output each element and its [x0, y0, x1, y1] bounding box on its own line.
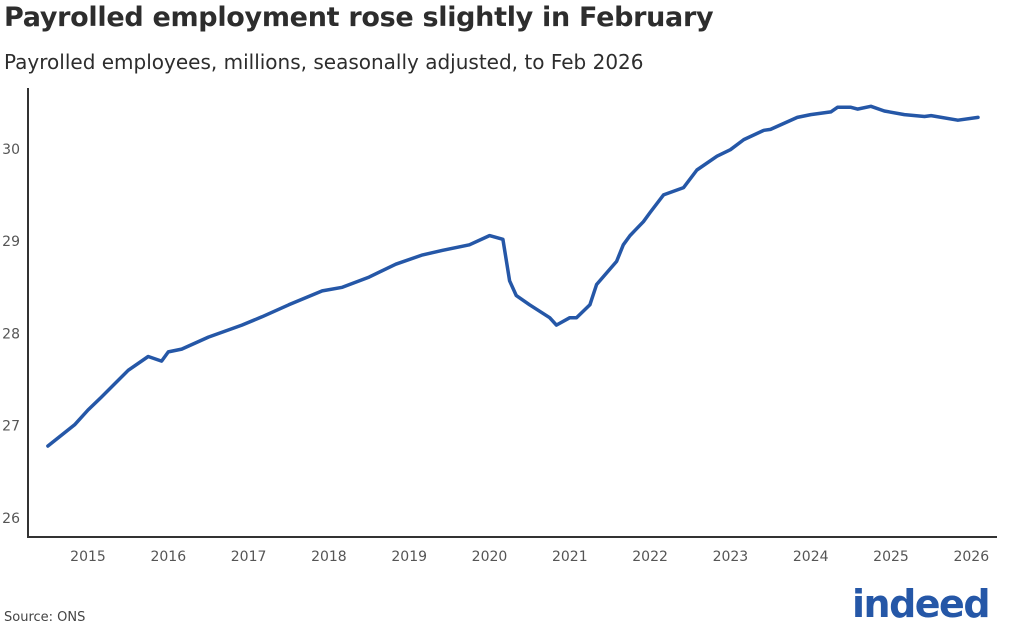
x-tick-label: 2019	[391, 549, 427, 565]
x-tick-label: 2017	[231, 549, 267, 565]
chart-subtitle: Payrolled employees, millions, seasonall…	[4, 50, 644, 74]
chart-title: Payrolled employment rose slightly in Fe…	[4, 2, 714, 33]
x-tick-label: 2021	[552, 549, 588, 565]
x-tick-label: 2016	[150, 549, 186, 565]
series-line	[46, 104, 980, 448]
y-tick-label: 27	[2, 419, 20, 435]
y-axis-ticks: 26 27 28 29 30	[2, 142, 20, 527]
series-group	[46, 104, 980, 448]
source-note: Source: ONS	[4, 610, 86, 625]
x-tick-label: 2020	[472, 549, 508, 565]
x-tick-label: 2026	[953, 549, 989, 565]
x-tick-label: 2023	[713, 549, 749, 565]
y-tick-label: 28	[2, 326, 20, 342]
x-axis-ticks: 2015 2016 2017 2018 2019 2020 2021 2022 2023 2024…	[70, 549, 989, 565]
x-tick-label: 2018	[311, 549, 347, 565]
indeed-logo: indeed	[852, 582, 991, 626]
x-tick-label: 2024	[793, 549, 829, 565]
x-tick-label: 2022	[632, 549, 668, 565]
x-tick-label: 2015	[70, 549, 106, 565]
y-tick-label: 26	[2, 511, 20, 527]
x-tick-label: 2025	[873, 549, 909, 565]
y-tick-label: 30	[2, 142, 20, 158]
y-tick-label: 29	[2, 234, 20, 250]
